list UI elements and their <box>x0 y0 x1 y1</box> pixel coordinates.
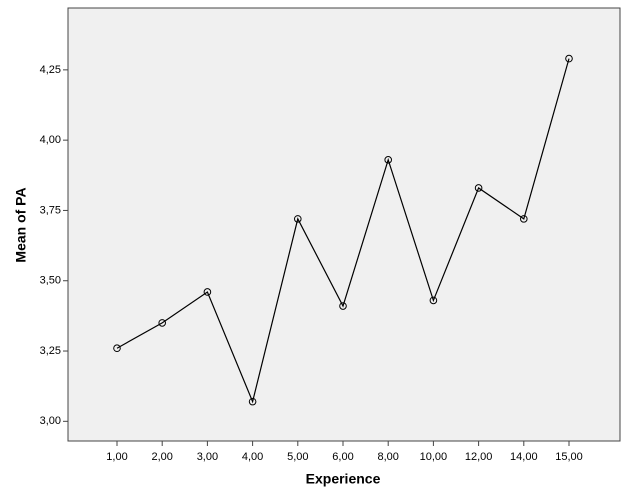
x-tick-label: 8,00 <box>377 451 398 463</box>
point <box>474 184 483 192</box>
point <box>339 302 347 310</box>
x-tick-label: 2,00 <box>151 451 172 463</box>
y-tick-label: 4,25 <box>40 64 61 76</box>
y-tick-label: 3,75 <box>40 204 61 216</box>
y-axis-title: Mean of PA <box>13 187 29 262</box>
x-tick-label: 14,00 <box>510 451 538 463</box>
x-axis-title: Experience <box>306 471 381 487</box>
point <box>384 156 393 164</box>
x-tick-label: 1,00 <box>106 451 127 463</box>
point <box>520 215 528 223</box>
plot-area <box>67 7 621 442</box>
x-tick-label: 5,00 <box>287 451 308 463</box>
x-tick-label: 4,00 <box>242 451 263 463</box>
y-tick-label: 3,25 <box>40 345 61 357</box>
line <box>116 58 570 404</box>
x-tick-label: 10,00 <box>420 451 448 463</box>
point <box>294 215 302 223</box>
y-tick-label: 3,50 <box>40 275 61 287</box>
x-tick-label: 3,00 <box>197 451 218 463</box>
point <box>158 319 166 327</box>
point <box>565 54 573 63</box>
point <box>203 288 212 296</box>
point <box>248 397 257 406</box>
x-tick-label: 6,00 <box>332 451 353 463</box>
y-tick-label: 3,00 <box>40 415 61 427</box>
x-tick-label: 15,00 <box>555 451 583 463</box>
y-tick-label: 4,00 <box>40 134 61 146</box>
point <box>429 296 438 305</box>
x-tick-label: 12,00 <box>465 451 493 463</box>
point <box>113 344 121 353</box>
